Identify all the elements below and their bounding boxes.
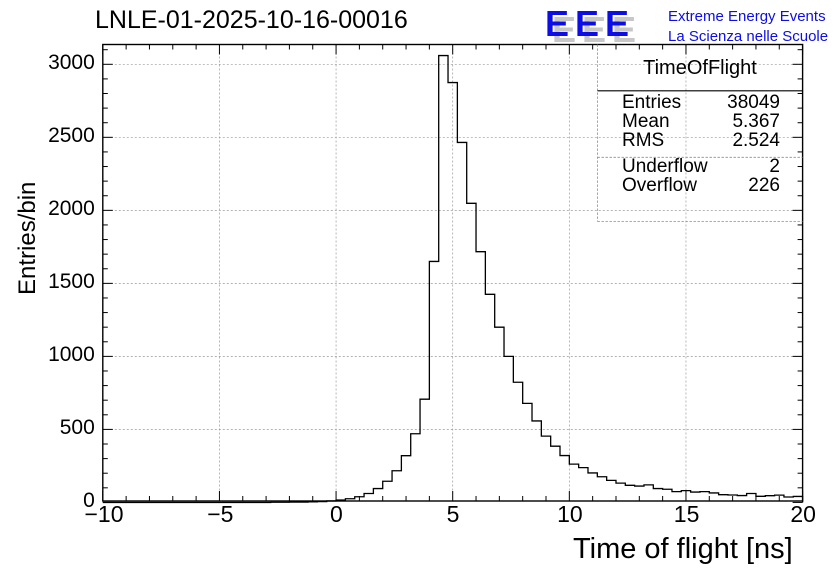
svg-text:La Scienza nelle Scuole: La Scienza nelle Scuole [668, 28, 828, 45]
svg-text:E: E [575, 3, 599, 44]
svg-text:E: E [605, 3, 629, 44]
svg-text:E: E [545, 3, 569, 44]
svg-text:Extreme Energy Events: Extreme Energy Events [668, 8, 826, 25]
